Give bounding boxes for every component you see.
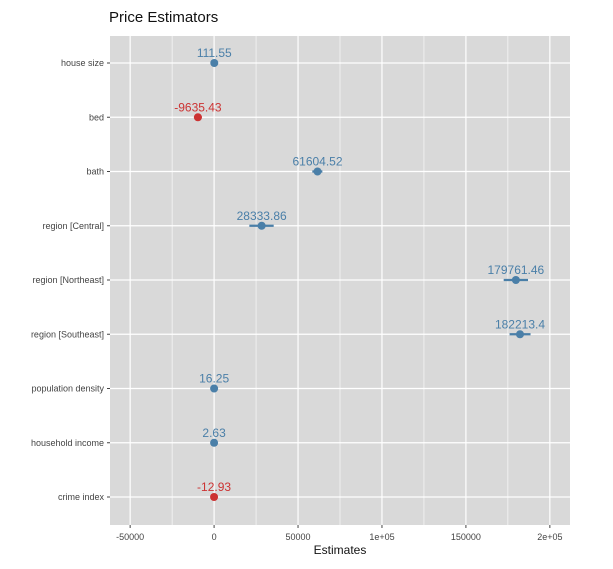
y-tick-label: house size <box>61 58 104 68</box>
axis-ticks: -50000 0 50000 1e+05 150000 2e+05 house size be… <box>31 58 563 542</box>
data-point <box>515 330 524 339</box>
y-tick-label: region [Northeast] <box>32 275 104 285</box>
y-tick-label: bed <box>89 112 104 122</box>
data-point <box>210 59 219 67</box>
data-point <box>210 493 219 501</box>
data-label: -12.93 <box>197 480 231 494</box>
y-tick-label: region [Central] <box>42 221 104 231</box>
data-point <box>193 113 202 122</box>
data-label: 16.25 <box>199 372 229 386</box>
y-tick-label: bath <box>86 167 104 177</box>
data-point <box>210 438 219 447</box>
x-tick-label: 50000 <box>286 532 311 542</box>
data-label: 179761.46 <box>488 263 545 277</box>
data-point <box>511 276 520 284</box>
x-tick-label: -50000 <box>116 532 144 542</box>
data-marks: 111.55 -9635.43 61604.52 28333.86 179761.46 1… <box>174 46 545 501</box>
x-tick-label: 150000 <box>451 532 481 542</box>
data-label: -9635.43 <box>174 100 222 114</box>
x-tick-label: 0 <box>212 532 217 542</box>
data-label: 28333.86 <box>237 209 287 223</box>
data-label: 61604.52 <box>292 155 342 169</box>
data-label: 111.55 <box>197 46 232 60</box>
chart-title: Price Estimators <box>109 9 218 26</box>
x-tick-label: 1e+05 <box>369 532 394 542</box>
x-tick-label: 2e+05 <box>537 532 562 542</box>
data-point <box>257 221 266 230</box>
y-tick-label: population density <box>31 384 104 394</box>
y-tick-label: crime index <box>58 492 105 502</box>
data-point <box>210 384 219 393</box>
x-axis-title: Estimates <box>314 543 367 557</box>
data-point <box>313 167 322 176</box>
data-label: 182213.4 <box>495 317 545 331</box>
y-tick-label: region [Southeast] <box>31 329 104 339</box>
grid-lines <box>110 36 570 525</box>
y-tick-label: household income <box>31 438 104 448</box>
data-label: 2.63 <box>202 426 226 440</box>
